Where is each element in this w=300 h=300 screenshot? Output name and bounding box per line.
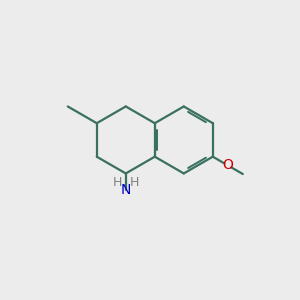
Text: H: H	[112, 176, 122, 189]
Text: H: H	[130, 176, 139, 189]
Text: O: O	[222, 158, 233, 172]
Text: N: N	[121, 183, 131, 196]
